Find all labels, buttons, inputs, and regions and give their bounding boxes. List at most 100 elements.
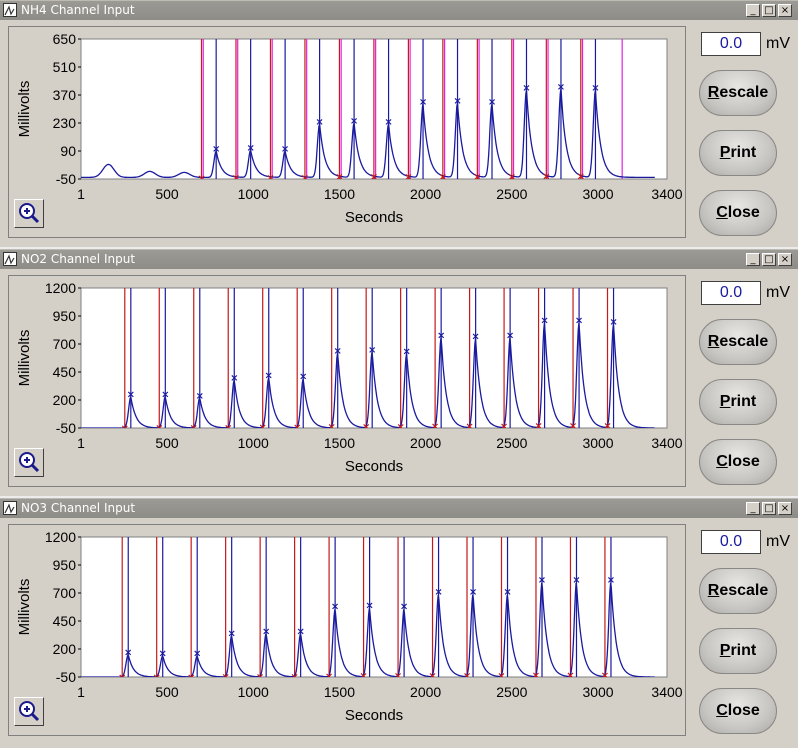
- baseline-marker: ×: [603, 421, 611, 432]
- peak-marker: ×: [315, 117, 323, 128]
- print-label: rint: [730, 393, 757, 410]
- chart-area: 1200 950 700 450 200 -50 1 500 1000 1500 2000 2500 3…: [8, 524, 686, 736]
- magnifier-icon: [19, 203, 40, 224]
- close-button[interactable]: Close: [699, 439, 777, 485]
- baseline-marker: ×: [431, 422, 439, 433]
- print-button[interactable]: Print: [699, 628, 777, 674]
- rescale-label: escale: [719, 84, 769, 101]
- x-tick-label: 1: [77, 684, 85, 700]
- y-axis-label: Millivolts: [16, 579, 33, 636]
- close-window-icon[interactable]: ×: [778, 253, 792, 266]
- baseline-marker: ×: [121, 423, 129, 434]
- peak-marker: ×: [368, 345, 376, 356]
- window-separator: [0, 247, 798, 249]
- peak-marker: ×: [488, 97, 496, 108]
- mv-value-field[interactable]: 0.0: [701, 32, 761, 56]
- zoom-button[interactable]: [14, 697, 44, 726]
- x-tick-label: 1500: [324, 186, 355, 202]
- close-window-icon[interactable]: ×: [778, 502, 792, 515]
- peak-marker: ×: [350, 116, 358, 127]
- rescale-mnemonic: R: [707, 84, 720, 101]
- maximize-icon[interactable]: □: [762, 4, 776, 17]
- print-mnemonic: P: [719, 642, 731, 659]
- x-tick-label: 1500: [324, 684, 355, 700]
- peak-marker: ×: [281, 144, 289, 155]
- y-tick-label: 1200: [45, 529, 76, 545]
- x-axis-label: Seconds: [345, 209, 403, 226]
- baseline-marker: ×: [497, 671, 505, 682]
- maximize-icon[interactable]: □: [762, 253, 776, 266]
- signal-trace: [81, 88, 655, 179]
- peak-marker: ×: [331, 602, 339, 613]
- baseline-marker: ×: [532, 670, 540, 681]
- close-button[interactable]: Close: [699, 190, 777, 236]
- close-window-icon[interactable]: ×: [778, 4, 792, 17]
- peak-marker: ×: [522, 83, 530, 94]
- baseline-marker: ×: [232, 173, 240, 184]
- title-bar[interactable]: NO2 Channel Input _ □ ×: [0, 249, 798, 269]
- peak-marker: ×: [400, 602, 408, 613]
- title-bar[interactable]: NH4 Channel Input _ □ ×: [0, 0, 798, 20]
- plot-area: [80, 287, 668, 429]
- x-tick-label: 1000: [238, 435, 269, 451]
- maximize-icon[interactable]: □: [762, 502, 776, 515]
- baseline-marker: ×: [473, 172, 481, 183]
- peak-marker: ×: [471, 331, 479, 342]
- y-tick-label: -50: [56, 669, 76, 685]
- peak-marker: ×: [609, 317, 617, 328]
- rescale-button[interactable]: Rescale: [699, 70, 777, 116]
- rescale-button[interactable]: Rescale: [699, 319, 777, 365]
- x-tick-label: 3000: [582, 684, 613, 700]
- y-tick-label: 950: [53, 308, 77, 324]
- mv-value-field[interactable]: 0.0: [701, 530, 761, 554]
- y-tick-label: 450: [53, 613, 77, 629]
- baseline-marker: ×: [266, 173, 274, 184]
- peak-marker: ×: [419, 97, 427, 108]
- print-button[interactable]: Print: [699, 379, 777, 425]
- x-tick-label: 2000: [410, 435, 441, 451]
- title-bar[interactable]: NO3 Channel Input _ □ ×: [0, 498, 798, 518]
- baseline-marker: ×: [465, 422, 473, 433]
- y-axis-label: Millivolts: [16, 81, 33, 138]
- print-label: rint: [730, 642, 757, 659]
- baseline-marker: ×: [325, 671, 333, 682]
- y-tick-label: 370: [53, 87, 77, 103]
- y-tick-label: 200: [53, 641, 77, 657]
- mv-value-field[interactable]: 0.0: [701, 281, 761, 305]
- baseline-marker: ×: [152, 672, 160, 683]
- close-button[interactable]: Close: [699, 688, 777, 734]
- rescale-button[interactable]: Rescale: [699, 568, 777, 614]
- y-tick-label: -50: [56, 171, 76, 187]
- y-tick-label: 200: [53, 392, 77, 408]
- peak-marker: ×: [538, 575, 546, 586]
- minimize-icon[interactable]: _: [746, 4, 760, 17]
- peak-marker: ×: [299, 372, 307, 383]
- minimize-icon[interactable]: _: [746, 253, 760, 266]
- signal-trace: [81, 582, 655, 677]
- print-button[interactable]: Print: [699, 130, 777, 176]
- baseline-marker: ×: [359, 671, 367, 682]
- x-axis-label: Seconds: [345, 458, 403, 475]
- y-tick-label: -50: [56, 420, 76, 436]
- baseline-marker: ×: [259, 423, 267, 434]
- baseline-marker: ×: [370, 172, 378, 183]
- zoom-button[interactable]: [14, 448, 44, 477]
- baseline-marker: ×: [404, 172, 412, 183]
- baseline-marker: ×: [155, 423, 163, 434]
- baseline-marker: ×: [601, 670, 609, 681]
- peak-marker: ×: [127, 390, 135, 401]
- window-separator: [0, 496, 798, 498]
- rescale-mnemonic: R: [707, 582, 720, 599]
- peak-marker: ×: [212, 144, 220, 155]
- plot-area: [80, 536, 668, 678]
- minimize-icon[interactable]: _: [746, 502, 760, 515]
- x-tick-label: 1000: [238, 186, 269, 202]
- zoom-button[interactable]: [14, 199, 44, 228]
- x-tick-label: 2000: [410, 186, 441, 202]
- peak-marker: ×: [540, 316, 548, 327]
- peak-marker: ×: [503, 587, 511, 598]
- baseline-marker: ×: [500, 422, 508, 433]
- y-tick-label: 950: [53, 557, 77, 573]
